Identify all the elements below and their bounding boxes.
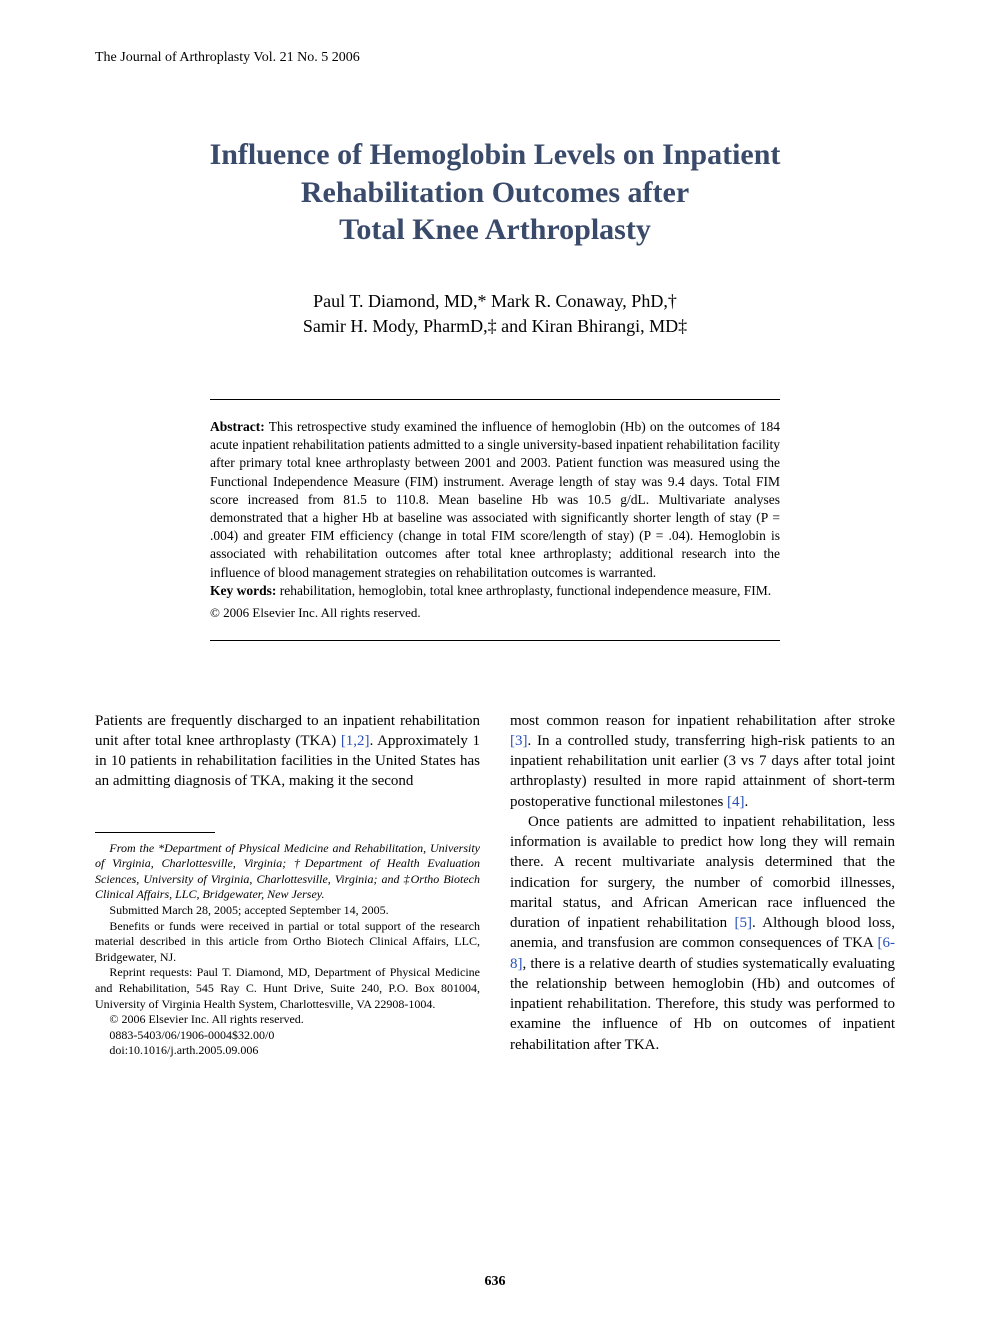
citation-link[interactable]: [5] bbox=[734, 915, 752, 931]
footnote-doi: doi:10.1016/j.arth.2005.09.006 bbox=[95, 1043, 480, 1059]
citation-link[interactable]: [3] bbox=[510, 733, 528, 749]
footnote-issn: 0883-5403/06/1906-0004$32.00/0 bbox=[95, 1028, 480, 1044]
body-columns: Patients are frequently discharged to an… bbox=[95, 711, 895, 1059]
keywords-line: Key words: rehabilitation, hemoglobin, t… bbox=[210, 582, 780, 600]
body-paragraph-2: Once patients are admitted to inpatient … bbox=[510, 812, 895, 1055]
body-text: most common reason for inpatient rehabil… bbox=[510, 713, 895, 729]
title-line-1: Influence of Hemoglobin Levels on Inpati… bbox=[210, 138, 781, 171]
body-paragraph-1: Patients are frequently discharged to an… bbox=[95, 711, 480, 792]
footnote-benefits: Benefits or funds were received in parti… bbox=[95, 919, 480, 966]
body-text: , there is a relative dearth of studies … bbox=[510, 956, 895, 1053]
footnotes-block: From the *Department of Physical Medicin… bbox=[95, 841, 480, 1059]
footnote-separator bbox=[95, 832, 215, 833]
keywords-text: rehabilitation, hemoglobin, total knee a… bbox=[276, 583, 771, 598]
title-line-3: Total Knee Arthroplasty bbox=[339, 213, 651, 246]
abstract-text: Abstract: This retrospective study exami… bbox=[210, 418, 780, 582]
authors-block: Paul T. Diamond, MD,* Mark R. Conaway, P… bbox=[95, 289, 895, 339]
article-title: Influence of Hemoglobin Levels on Inpati… bbox=[95, 136, 895, 249]
footnote-reprint: Reprint requests: Paul T. Diamond, MD, D… bbox=[95, 965, 480, 1012]
journal-header: The Journal of Arthroplasty Vol. 21 No. … bbox=[95, 50, 895, 66]
abstract-block: Abstract: This retrospective study exami… bbox=[210, 399, 780, 641]
footnote-copyright: © 2006 Elsevier Inc. All rights reserved… bbox=[95, 1012, 480, 1028]
footnote-affiliations: From the *Department of Physical Medicin… bbox=[95, 841, 480, 903]
footnote-submitted: Submitted March 28, 2005; accepted Septe… bbox=[95, 903, 480, 919]
page-number: 636 bbox=[0, 1274, 990, 1290]
body-text: . In a controlled study, transferring hi… bbox=[510, 733, 895, 810]
title-line-2: Rehabilitation Outcomes after bbox=[301, 176, 689, 209]
keywords-label: Key words: bbox=[210, 583, 276, 598]
abstract-body: This retrospective study examined the in… bbox=[210, 419, 780, 580]
authors-line-2: Samir H. Mody, PharmD,‡ and Kiran Bhiran… bbox=[303, 316, 687, 336]
column-right: most common reason for inpatient rehabil… bbox=[510, 711, 895, 1059]
authors-line-1: Paul T. Diamond, MD,* Mark R. Conaway, P… bbox=[313, 291, 677, 311]
abstract-copyright: © 2006 Elsevier Inc. All rights reserved… bbox=[210, 604, 780, 622]
column-left: Patients are frequently discharged to an… bbox=[95, 711, 480, 1059]
body-paragraph-1-cont: most common reason for inpatient rehabil… bbox=[510, 711, 895, 812]
body-text: Once patients are admitted to inpatient … bbox=[510, 814, 895, 931]
body-text: . bbox=[745, 794, 749, 810]
abstract-label: Abstract: bbox=[210, 419, 265, 434]
citation-link[interactable]: [1,2] bbox=[341, 733, 370, 749]
citation-link[interactable]: [4] bbox=[727, 794, 745, 810]
